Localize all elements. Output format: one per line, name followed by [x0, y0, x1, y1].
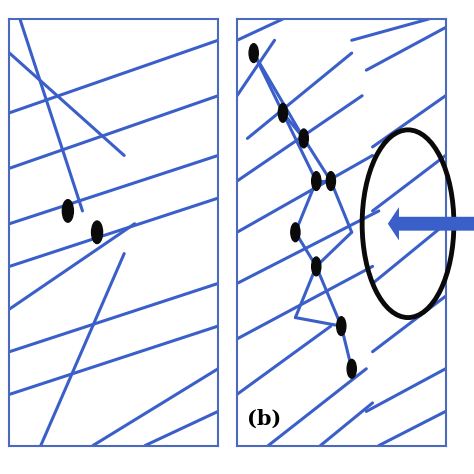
- Circle shape: [249, 44, 258, 63]
- Circle shape: [326, 172, 336, 191]
- Circle shape: [63, 200, 73, 222]
- Circle shape: [337, 317, 346, 336]
- Circle shape: [91, 221, 102, 244]
- Circle shape: [278, 103, 287, 122]
- Text: (b): (b): [247, 409, 282, 428]
- Circle shape: [291, 223, 300, 242]
- Circle shape: [299, 129, 308, 148]
- Circle shape: [312, 257, 321, 276]
- Circle shape: [347, 359, 356, 378]
- Circle shape: [312, 172, 321, 191]
